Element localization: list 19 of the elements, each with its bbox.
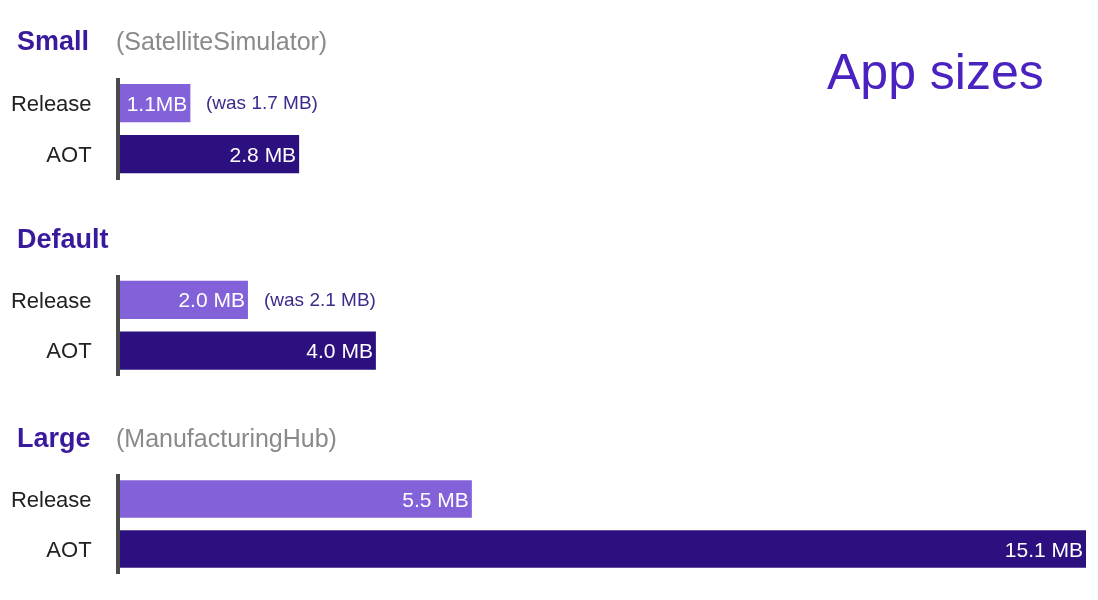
chart-title: Large: [17, 423, 91, 453]
chart-subtitle: (SatelliteSimulator): [116, 27, 328, 55]
data-label: 2.8 MB: [229, 142, 297, 166]
annotation: (was 2.1 MB): [264, 289, 376, 310]
chart-title: Small: [17, 26, 90, 56]
y-tick-label: AOT: [46, 536, 92, 562]
data-label: 15.1 MB: [1004, 537, 1083, 561]
text: App sizes: [827, 44, 1044, 100]
data-label: 4.0 MB: [306, 339, 373, 363]
data-label: 2.0 MB: [178, 288, 245, 312]
y-tick-label: AOT: [46, 141, 92, 167]
chart-title: Default: [17, 224, 109, 254]
y-tick-label: Release: [10, 90, 92, 116]
data-label: 1.1MB: [126, 91, 188, 115]
y-tick-label: Release: [10, 287, 92, 313]
y-tick-label: AOT: [46, 338, 92, 364]
y-tick-label: Release: [10, 486, 92, 512]
data-label: 5.5 MB: [402, 487, 469, 511]
chart-subtitle: (ManufacturingHub): [116, 424, 337, 452]
